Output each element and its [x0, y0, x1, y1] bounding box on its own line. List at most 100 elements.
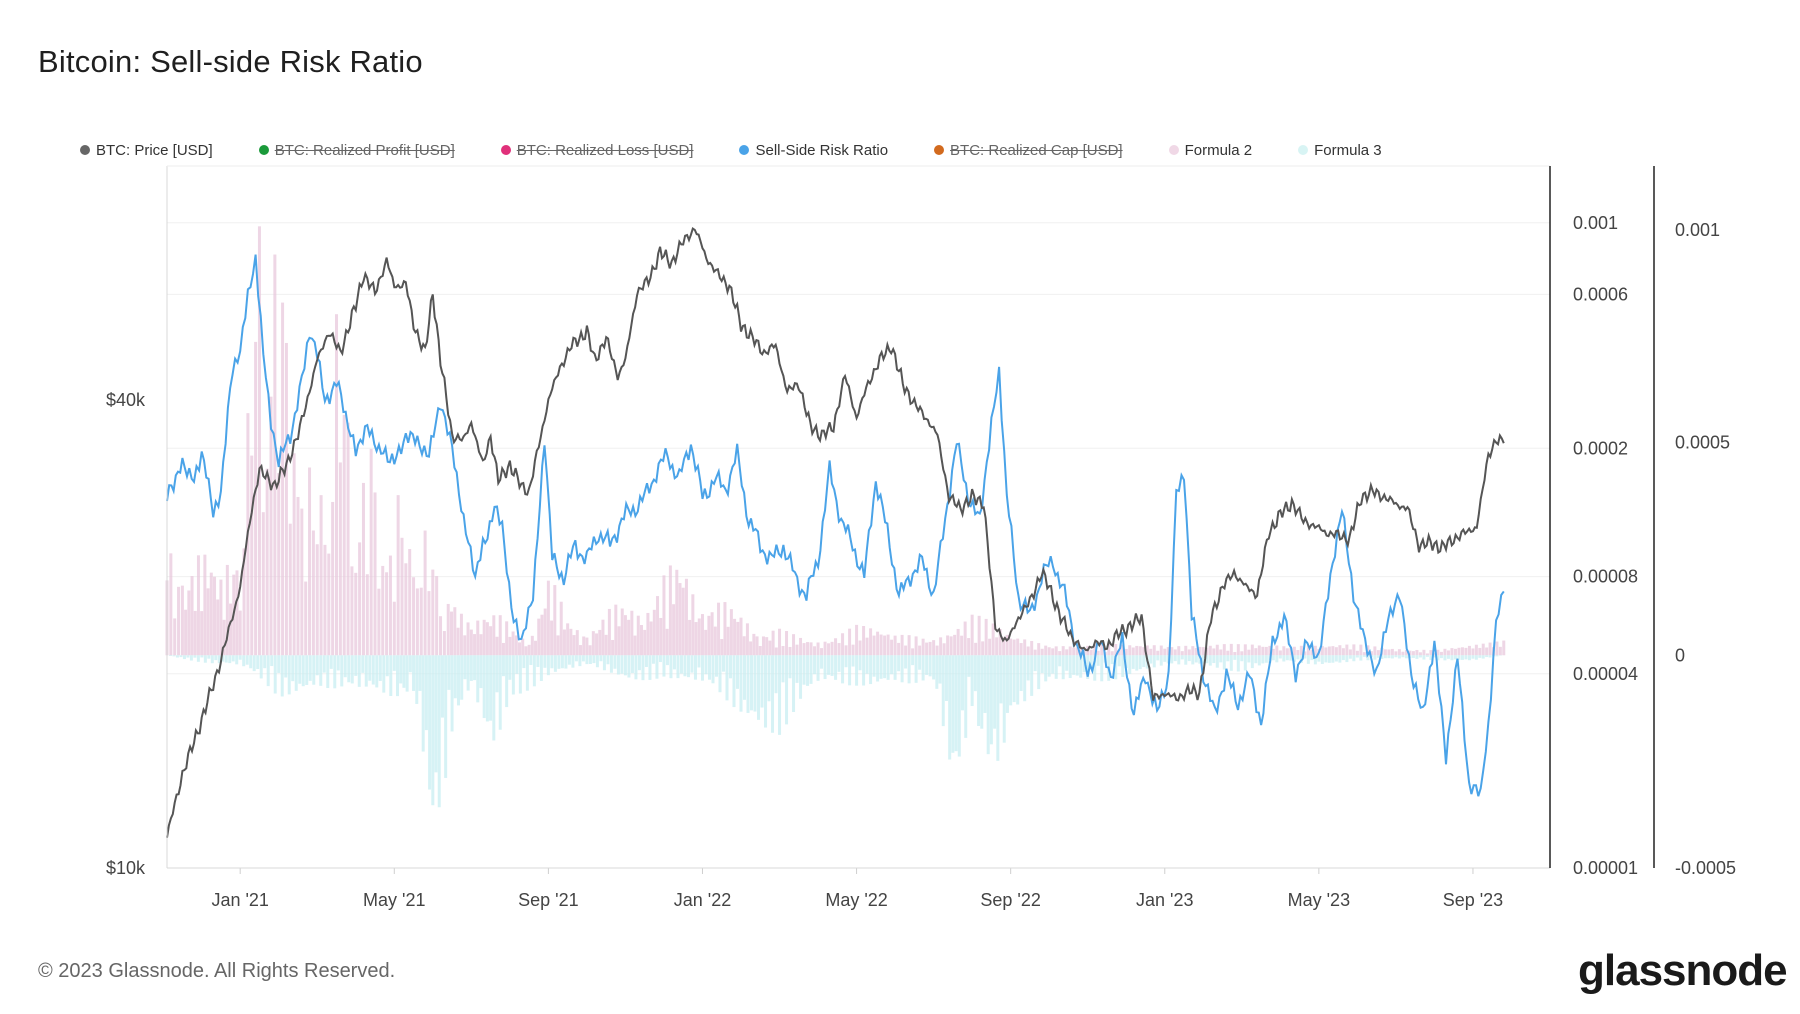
formula3-bar — [228, 655, 232, 664]
formula2-bar — [521, 638, 525, 656]
formula2-bar — [755, 636, 759, 656]
formula2-bar — [498, 615, 502, 656]
y-right-tick-label: 0.001 — [1573, 213, 1618, 233]
axis-labels: Jan '21 May '21 Sep '21 Jan '22 May '22 Sep '… — [106, 213, 1736, 910]
formula2-bar — [1240, 651, 1244, 656]
formula2-bar — [823, 641, 827, 656]
formula2-bar — [752, 633, 756, 656]
formula2-bar — [1478, 647, 1482, 656]
formula2-bar — [700, 614, 704, 656]
formula3-bar — [350, 655, 354, 684]
formula2-bar — [704, 629, 708, 656]
formula2-bar — [904, 645, 908, 656]
btc-price-line — [166, 227, 1505, 838]
formula3-bar — [415, 655, 419, 704]
formula3-bar — [357, 655, 361, 687]
formula3-bar — [1152, 655, 1156, 668]
formula3-bar — [1033, 655, 1037, 672]
formula2-bar — [1436, 649, 1440, 656]
formula2-bar — [327, 553, 331, 656]
formula2-bar — [169, 553, 173, 656]
formula2-bar — [1054, 646, 1058, 656]
formula3-bar — [980, 655, 984, 729]
formula3-bar — [347, 655, 351, 683]
glassnode-logo[interactable]: glassnode — [1578, 946, 1788, 995]
formula3-bar — [1002, 655, 1006, 743]
formula3-bar — [941, 655, 945, 727]
formula3-bar — [532, 655, 536, 687]
formula3-bar — [1303, 655, 1307, 659]
legend-item-5[interactable]: Formula 2 — [1168, 142, 1252, 159]
formula3-bar — [1107, 655, 1111, 681]
formula3-bar — [1243, 655, 1247, 671]
formula3-bar — [623, 655, 627, 676]
formula2-bar — [949, 636, 953, 656]
formula3-bar — [944, 655, 948, 701]
legend-item-6[interactable]: Formula 3 — [1298, 142, 1382, 159]
formula3-bar — [1138, 655, 1142, 670]
y-right2-tick-label: -0.0005 — [1675, 858, 1736, 878]
formula2-bar — [369, 448, 373, 656]
formula2-bar — [559, 601, 563, 656]
formula2-bar — [508, 636, 512, 656]
formula2-bar — [585, 637, 589, 656]
formula3-bar — [672, 655, 676, 670]
formula2-bar — [1128, 645, 1132, 656]
x-tick-label: Jan '23 — [1136, 890, 1193, 910]
formula2-bar — [213, 576, 217, 656]
formula2-bar — [1124, 648, 1128, 656]
legend-item-2[interactable]: BTC: Realized Loss [USD] — [500, 142, 693, 159]
copyright-footer: © 2023 Glassnode. All Rights Reserved. — [38, 960, 396, 982]
formula3-bar — [707, 655, 711, 680]
formula3-bar — [634, 655, 638, 680]
legend-item-4[interactable]: BTC: Realized Cap [USD] — [934, 142, 1123, 159]
formula2-bar — [300, 508, 304, 656]
formula2-bar — [1089, 649, 1093, 656]
formula2-bar — [479, 634, 483, 656]
legend-item-1[interactable]: BTC: Realized Profit [USD] — [258, 142, 455, 159]
formula2-bar — [534, 640, 538, 656]
formula3-bar — [1331, 655, 1335, 663]
formula3-bar — [957, 655, 961, 757]
formula3-bar — [1030, 655, 1034, 696]
formula2-bar — [869, 628, 873, 656]
formula2-bar — [222, 619, 226, 656]
formula2-bar — [1138, 646, 1142, 656]
formula2-bar — [1250, 644, 1254, 656]
formula2-bar — [1257, 645, 1261, 656]
formula3-bar — [1079, 655, 1083, 678]
formula3-bar — [1219, 655, 1223, 663]
formula2-bar — [827, 643, 831, 656]
formula3-bar — [1257, 655, 1261, 666]
formula2-bar — [984, 618, 988, 656]
formula2-bar — [851, 644, 855, 656]
formula2-bar — [1383, 649, 1387, 656]
formula2-bar — [858, 640, 862, 656]
formula2-bar — [296, 496, 300, 656]
formula3-bar — [1443, 655, 1447, 661]
formula3-bar — [648, 655, 652, 680]
formula3-bar — [1327, 655, 1331, 663]
formula2-bar — [1313, 645, 1317, 656]
formula2-bar — [527, 644, 531, 656]
x-tick-label: Sep '22 — [980, 890, 1041, 910]
formula2-bar — [970, 614, 974, 656]
formula2-bar — [1271, 648, 1275, 656]
legend-item-0[interactable]: BTC: Price [USD] — [80, 142, 213, 159]
formula2-bar — [292, 453, 296, 656]
formula3-bar — [421, 655, 425, 752]
formula2-bar — [918, 645, 922, 656]
formula2-bar — [203, 554, 207, 656]
formula3-bar — [872, 655, 876, 677]
legend-item-3[interactable]: Sell-Side Risk Ratio — [739, 142, 888, 159]
formula2-bar — [1019, 643, 1023, 656]
formula3-bar — [996, 655, 1000, 761]
formula2-bar — [1082, 648, 1086, 656]
formula3-bar — [886, 655, 890, 680]
formula2-bar — [459, 613, 463, 656]
formula3-bar — [1082, 655, 1086, 673]
formula3-bar — [505, 655, 509, 708]
formula2-bar — [1110, 651, 1114, 656]
formula3-bar — [900, 655, 904, 683]
formula3-bar — [581, 655, 585, 662]
